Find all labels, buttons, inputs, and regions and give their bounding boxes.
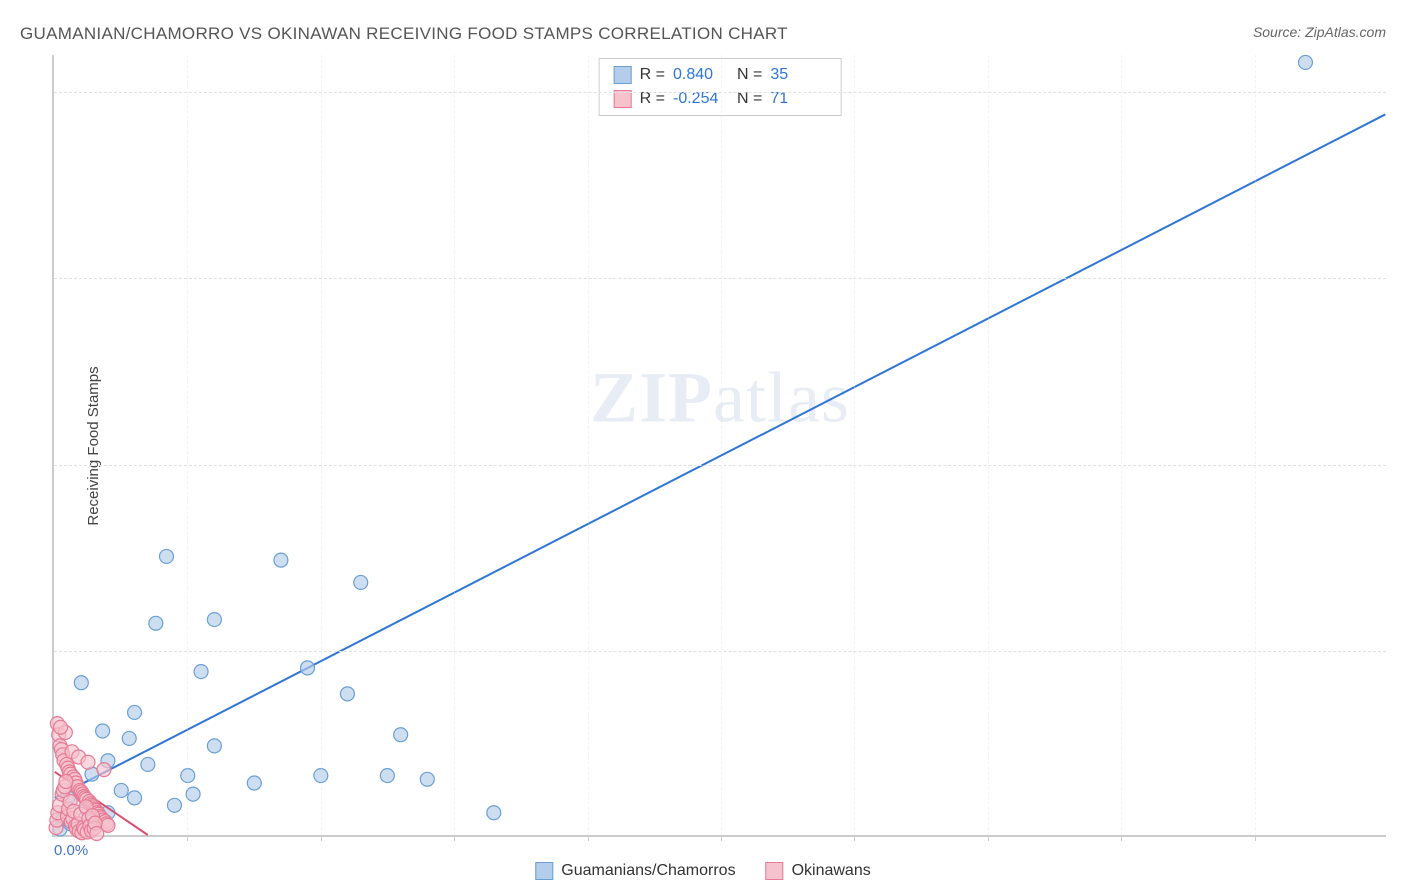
data-point	[128, 705, 142, 719]
x-tick-mark	[1121, 835, 1122, 841]
legend-item: Okinawans	[766, 862, 871, 880]
gridline-vertical	[187, 55, 188, 835]
data-point	[74, 676, 88, 690]
x-tick-mark	[854, 835, 855, 841]
data-point	[149, 616, 163, 630]
x-tick-mark	[988, 835, 989, 841]
chart-svg	[54, 55, 1386, 835]
data-point	[340, 687, 354, 701]
stat-n-value: 35	[770, 66, 826, 84]
data-point	[81, 755, 95, 769]
stats-row: R =0.840N =35	[614, 63, 827, 87]
legend: Guamanians/Chamorros Okinawans	[535, 862, 870, 880]
data-point	[90, 827, 104, 841]
x-tick-mark	[454, 835, 455, 841]
legend-swatch	[535, 862, 553, 880]
gridline-vertical	[988, 55, 989, 835]
chart-container: GUAMANIAN/CHAMORRO VS OKINAWAN RECEIVING…	[0, 0, 1406, 892]
x-tick-mark	[588, 835, 589, 841]
stats-box: R =0.840N =35R =-0.254N =71	[599, 58, 842, 116]
data-point	[274, 553, 288, 567]
data-point	[487, 806, 501, 820]
gridline-horizontal	[54, 651, 1386, 652]
data-point	[380, 769, 394, 783]
y-tick-label: 50.0%	[1396, 456, 1406, 473]
x-tick-mark	[321, 835, 322, 841]
data-point	[96, 724, 110, 738]
gridline-vertical	[1255, 55, 1256, 835]
data-point	[207, 739, 221, 753]
data-point	[301, 661, 315, 675]
legend-label: Guamanians/Chamorros	[561, 862, 735, 880]
data-point	[122, 731, 136, 745]
y-tick-label: 25.0%	[1396, 642, 1406, 659]
gridline-vertical	[1121, 55, 1122, 835]
data-point	[420, 772, 434, 786]
plot-area: ZIPatlas R =0.840N =35R =-0.254N =71 25.…	[52, 55, 1386, 837]
data-point	[394, 728, 408, 742]
y-tick-label: 75.0%	[1396, 270, 1406, 287]
data-point	[128, 791, 142, 805]
gridline-vertical	[588, 55, 589, 835]
stat-n-label: N =	[737, 66, 762, 84]
stat-r-label: R =	[640, 66, 665, 84]
data-point	[354, 575, 368, 589]
data-point	[141, 757, 155, 771]
gridline-vertical	[321, 55, 322, 835]
gridline-vertical	[454, 55, 455, 835]
data-point	[1298, 55, 1312, 69]
gridline-horizontal	[54, 92, 1386, 93]
gridline-vertical	[854, 55, 855, 835]
x-tick-mark	[187, 835, 188, 841]
data-point	[159, 549, 173, 563]
x-tick-mark	[721, 835, 722, 841]
gridline-vertical	[721, 55, 722, 835]
stats-row: R =-0.254N =71	[614, 87, 827, 111]
data-point	[54, 720, 68, 734]
gridline-horizontal	[54, 278, 1386, 279]
gridline-horizontal	[54, 465, 1386, 466]
data-point	[97, 763, 111, 777]
data-point	[207, 613, 221, 627]
legend-label: Okinawans	[792, 862, 871, 880]
chart-title: GUAMANIAN/CHAMORRO VS OKINAWAN RECEIVING…	[20, 24, 788, 44]
series-swatch	[614, 66, 632, 84]
data-point	[167, 798, 181, 812]
x-tick-mark	[1255, 835, 1256, 841]
data-point	[59, 775, 73, 789]
data-point	[194, 665, 208, 679]
y-tick-label: 100.0%	[1396, 84, 1406, 101]
data-point	[114, 783, 128, 797]
legend-item: Guamanians/Chamorros	[535, 862, 735, 880]
data-point	[247, 776, 261, 790]
trend-line	[55, 114, 1386, 797]
legend-swatch	[766, 862, 784, 880]
source-attribution: Source: ZipAtlas.com	[1253, 24, 1386, 40]
x-tick-label: 0.0%	[54, 842, 88, 859]
